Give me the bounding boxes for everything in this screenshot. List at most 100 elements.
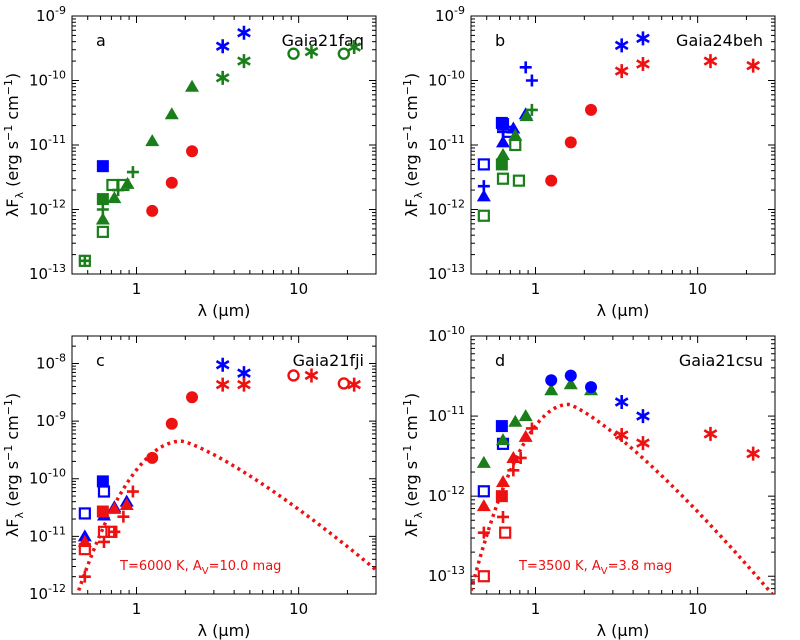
panel-a: 1 10 10-13 10-12 10-11 10-10 10-9 λ (μm) λFλ (er… — [2, 4, 377, 320]
panel-title: Gaia24beh — [676, 31, 763, 50]
y-tick-label: 10-9 — [435, 4, 465, 25]
blue-circle-marker — [585, 381, 598, 394]
green-triangle-marker — [145, 134, 160, 147]
red-triangle-marker — [107, 501, 122, 514]
panel-letter: b — [495, 31, 505, 50]
red-square-marker — [499, 526, 512, 539]
red-circle-open-marker — [337, 377, 351, 390]
red-star-marker — [614, 64, 629, 79]
red-plus-marker — [117, 510, 130, 523]
blue-star-marker — [237, 25, 251, 40]
green-circle-open-marker — [337, 47, 351, 60]
y-tick-label: 10-10 — [428, 324, 465, 345]
green-square-marker — [96, 225, 109, 238]
y-tick-label: 10-10 — [29, 69, 66, 90]
model-label: T=6000 K, AV=10.0 mag — [119, 559, 281, 577]
red-triangle-marker — [506, 450, 521, 463]
red-circle-marker — [545, 174, 558, 187]
blue-circle-marker — [564, 369, 577, 382]
plot-area — [75, 357, 376, 594]
y-tick-label: 10-12 — [428, 484, 465, 505]
red-plus-marker — [514, 451, 527, 464]
red-star-marker — [703, 54, 718, 69]
green-triangle-marker — [518, 409, 533, 422]
red-square-marker — [477, 570, 490, 583]
plot-area — [476, 31, 761, 222]
y-tick-label: 10-10 — [29, 467, 66, 488]
red-star-marker — [746, 446, 761, 461]
blue-square-marker — [78, 507, 91, 520]
plot-area — [471, 369, 775, 594]
green-plus-marker — [525, 103, 538, 116]
red-plus-marker — [78, 570, 91, 583]
green-square-marker — [509, 138, 522, 152]
x-tick-label: 1 — [132, 280, 142, 298]
y-tick-label: 10-11 — [428, 404, 465, 425]
green-circle-open-marker — [287, 47, 300, 60]
green-square-marker — [496, 172, 510, 185]
green-star-marker — [237, 54, 251, 69]
red-square-filled-marker — [96, 505, 109, 518]
blue-square-marker — [477, 158, 490, 171]
green-star-marker — [304, 44, 319, 59]
blue-square-filled-marker — [96, 475, 109, 488]
green-triangle-marker — [185, 79, 200, 92]
panel-title: Gaia21fji — [293, 351, 364, 370]
blue-square-filled-marker — [96, 160, 109, 173]
y-tick-label: 10-12 — [428, 198, 465, 219]
y-tick-label: 10-13 — [428, 564, 465, 585]
blue-star-marker — [614, 38, 629, 53]
y-tick-label: 10-11 — [428, 133, 465, 154]
green-star-marker — [347, 40, 362, 55]
green-square-filled-marker — [495, 158, 508, 171]
panel-title: Gaia21csu — [679, 351, 763, 370]
green-star-marker — [215, 70, 230, 85]
y-tick-label: 10-11 — [29, 524, 66, 545]
y-tick-label: 10-8 — [36, 351, 66, 372]
panel-letter: a — [96, 31, 106, 50]
green-triangle-marker — [563, 377, 578, 390]
red-circle-marker — [146, 204, 159, 217]
red-circle-marker — [186, 145, 199, 158]
x-axis-title: λ (μm) — [198, 621, 251, 640]
red-star-marker — [746, 58, 761, 73]
y-tick-label: 10-10 — [428, 69, 465, 90]
red-star-marker — [304, 368, 319, 383]
red-star-marker — [636, 57, 650, 72]
axes-frame — [71, 335, 377, 595]
red-circle-marker — [564, 136, 577, 149]
blue-star-marker — [215, 39, 230, 54]
green-triangle-marker — [544, 383, 559, 396]
axes-frame — [470, 335, 776, 595]
red-square-filled-marker — [495, 490, 508, 503]
green-triangle-marker — [120, 176, 135, 189]
model-label: T=3500 K, AV=3.8 mag — [518, 559, 672, 577]
red-triangle-marker — [518, 429, 533, 442]
y-tick-label: 10-13 — [29, 262, 66, 283]
y-tick-label: 10-13 — [428, 262, 465, 283]
red-star-marker — [347, 377, 362, 392]
blue-triangle-marker — [476, 189, 491, 202]
blue-circle-marker — [545, 374, 558, 387]
red-circle-marker — [165, 176, 178, 189]
panel-title: Gaia21faq — [282, 31, 364, 50]
red-star-marker — [636, 436, 650, 451]
red-circle-open-marker — [287, 369, 300, 382]
x-tick-label: 1 — [531, 600, 541, 618]
red-plus-marker — [525, 422, 538, 435]
red-triangle-marker — [77, 534, 92, 547]
panel-c: 1 10 10-12 10-11 10-10 10-9 10-8 λ (μm) λFλ (erg… — [2, 335, 377, 640]
y-axis-title: λFλ (erg s−1 cm−1) — [2, 73, 26, 217]
red-plus-marker — [496, 510, 509, 523]
model-curve — [75, 439, 376, 594]
x-tick-label: 10 — [688, 600, 707, 618]
panel-b: 1 10 10-13 10-12 10-11 10-10 10-9 λ (μm) λFλ (er… — [401, 4, 776, 320]
red-star-marker — [703, 426, 718, 441]
red-triangle-marker — [495, 475, 510, 488]
blue-star-marker — [636, 31, 650, 46]
red-circle-marker — [186, 391, 199, 404]
blue-star-marker — [215, 357, 230, 372]
x-tick-label: 1 — [531, 280, 541, 298]
